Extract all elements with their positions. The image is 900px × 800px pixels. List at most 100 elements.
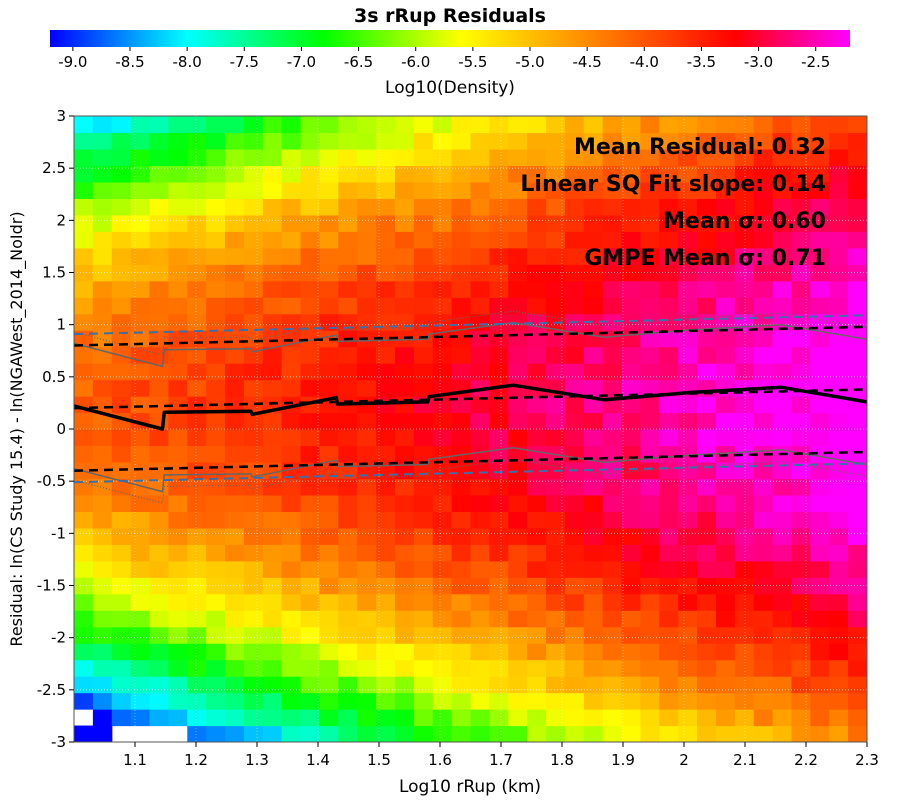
density-cell	[281, 214, 302, 232]
density-cell	[678, 659, 698, 677]
density-cell	[111, 544, 132, 562]
density-cell	[319, 346, 339, 364]
density-cell	[187, 116, 207, 134]
density-cell	[281, 577, 302, 595]
density-cell	[508, 626, 528, 644]
density-cell	[376, 148, 396, 167]
density-cell	[810, 264, 830, 282]
density-cell	[546, 626, 566, 644]
density-cell	[640, 659, 660, 677]
density-cell	[791, 412, 811, 430]
density-cell	[489, 346, 509, 364]
density-cell	[470, 511, 490, 529]
density-cell	[810, 280, 830, 298]
density-cell	[357, 445, 377, 463]
density-cell	[432, 544, 453, 562]
density-cell	[659, 626, 679, 644]
density-cell	[621, 494, 642, 512]
density-cell	[602, 577, 623, 595]
density-cell	[621, 132, 642, 150]
density-cell	[527, 346, 547, 364]
density-cell	[791, 692, 811, 710]
density-cell	[281, 511, 302, 529]
density-cell	[243, 412, 264, 430]
density-cell	[546, 165, 566, 183]
density-cell	[451, 626, 472, 644]
density-cell	[130, 659, 151, 677]
density-cell	[602, 297, 623, 315]
density-cell	[527, 544, 547, 562]
density-cell	[527, 280, 547, 298]
density-cell	[489, 659, 509, 677]
density-cell	[621, 116, 642, 134]
y-tick-label: 0.5	[42, 368, 66, 386]
density-cell	[451, 511, 472, 529]
density-cell	[149, 132, 170, 150]
density-cell	[848, 346, 867, 364]
density-cell	[791, 231, 811, 249]
density-cell	[413, 676, 434, 694]
density-cell	[74, 214, 94, 232]
density-cell	[772, 116, 793, 134]
density-cell	[394, 396, 415, 414]
density-cell	[243, 214, 264, 232]
colorbar-tick-label: -2.5	[801, 53, 830, 71]
density-cell	[149, 445, 170, 463]
y-tick-label: 2.5	[42, 159, 66, 177]
density-cell	[527, 560, 547, 578]
density-cell	[602, 330, 623, 348]
density-cell	[168, 461, 188, 480]
density-cell	[394, 346, 415, 364]
density-cell	[149, 181, 170, 199]
density-cell	[92, 544, 113, 562]
density-cell	[470, 544, 490, 562]
density-cell	[432, 478, 453, 496]
density-cell	[829, 363, 849, 381]
y-tick-label: -0.5	[37, 472, 66, 490]
density-cell	[394, 412, 415, 430]
density-cell	[564, 264, 585, 282]
density-cell	[451, 330, 472, 348]
density-cell	[602, 659, 623, 677]
density-cell	[149, 544, 170, 562]
density-cell	[168, 132, 188, 150]
density-cell	[394, 643, 415, 661]
density-cell	[149, 363, 170, 381]
density-cell	[659, 330, 679, 348]
density-cell	[621, 198, 642, 216]
density-cell	[810, 214, 830, 232]
density-cell	[734, 396, 755, 414]
density-cell	[451, 198, 472, 216]
density-cell	[470, 445, 490, 463]
density-cell	[319, 429, 339, 447]
stat-annotation: Mean Residual: 0.32	[574, 135, 826, 160]
density-cell	[338, 577, 358, 595]
density-cell	[338, 116, 358, 134]
density-cell	[225, 478, 245, 496]
density-cell	[791, 560, 811, 578]
density-cell	[697, 577, 717, 595]
density-cell	[564, 725, 585, 742]
density-cell	[281, 659, 302, 677]
density-cell	[319, 297, 339, 315]
density-cell	[697, 346, 717, 364]
density-cell	[697, 478, 717, 496]
density-cell	[451, 593, 472, 611]
density-cell	[508, 198, 528, 216]
density-cell	[697, 313, 717, 331]
density-cell	[583, 429, 604, 447]
density-cell	[168, 412, 188, 430]
density-cell	[715, 412, 736, 430]
density-cell	[394, 709, 415, 727]
density-cell	[394, 494, 415, 512]
density-cell	[734, 593, 755, 611]
density-cell	[470, 577, 490, 595]
density-cell	[678, 280, 698, 298]
density-cell	[734, 544, 755, 562]
density-cell	[281, 165, 302, 183]
density-cell	[772, 363, 793, 381]
density-cell	[470, 593, 490, 611]
density-cell	[734, 214, 755, 232]
density-cell	[168, 181, 188, 199]
density-cell	[225, 363, 245, 381]
